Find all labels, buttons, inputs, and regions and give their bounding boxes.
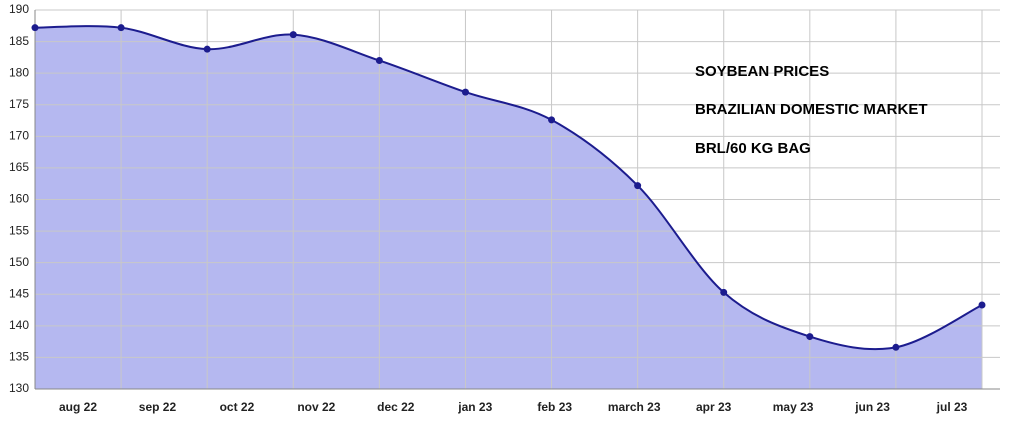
area bbox=[35, 26, 982, 390]
x-tick-label: may 23 bbox=[773, 400, 814, 414]
y-tick-label: 160 bbox=[9, 192, 29, 206]
point bbox=[634, 182, 642, 190]
y-tick-label: 170 bbox=[9, 129, 29, 143]
chart-title: SOYBEAN PRICES bbox=[695, 63, 829, 80]
y-tick-label: 145 bbox=[9, 286, 29, 300]
point bbox=[117, 24, 125, 32]
x-tick-label: apr 23 bbox=[696, 400, 732, 414]
point bbox=[806, 333, 814, 341]
x-tick-label: march 23 bbox=[608, 400, 661, 414]
point bbox=[978, 301, 986, 309]
y-tick-label: 130 bbox=[9, 381, 29, 395]
x-tick-label: jan 23 bbox=[457, 400, 492, 414]
point bbox=[548, 116, 556, 124]
x-tick-label: jun 23 bbox=[854, 400, 890, 414]
x-tick-label: aug 22 bbox=[59, 400, 97, 414]
point bbox=[720, 288, 728, 296]
point bbox=[203, 45, 211, 53]
line bbox=[34, 25, 983, 351]
y-tick-label: 185 bbox=[9, 34, 29, 48]
x-tick-label: oct 22 bbox=[220, 400, 255, 414]
x-tick-label: sep 22 bbox=[139, 400, 177, 414]
y-tick-label: 155 bbox=[9, 223, 29, 237]
y-tick-label: 150 bbox=[9, 255, 29, 269]
x-tick-label: dec 22 bbox=[377, 400, 415, 414]
point bbox=[31, 24, 39, 32]
y-tick-label: 180 bbox=[9, 65, 29, 79]
y-tick-label: 140 bbox=[9, 318, 29, 332]
x-tick-label: feb 23 bbox=[537, 400, 572, 414]
y-tick-label: 165 bbox=[9, 160, 29, 174]
chart-title: BRL/60 KG BAG bbox=[695, 140, 811, 157]
point bbox=[892, 343, 900, 351]
point bbox=[461, 88, 469, 96]
point bbox=[375, 57, 383, 65]
y-tick-label: 135 bbox=[9, 350, 29, 364]
x-tick-label: jul 23 bbox=[936, 400, 968, 414]
x-tick-label: nov 22 bbox=[297, 400, 335, 414]
chart-title: BRAZILIAN DOMESTIC MARKET bbox=[695, 101, 928, 118]
y-tick-label: 175 bbox=[9, 97, 29, 111]
y-tick-label: 190 bbox=[9, 2, 29, 16]
point bbox=[289, 31, 297, 39]
